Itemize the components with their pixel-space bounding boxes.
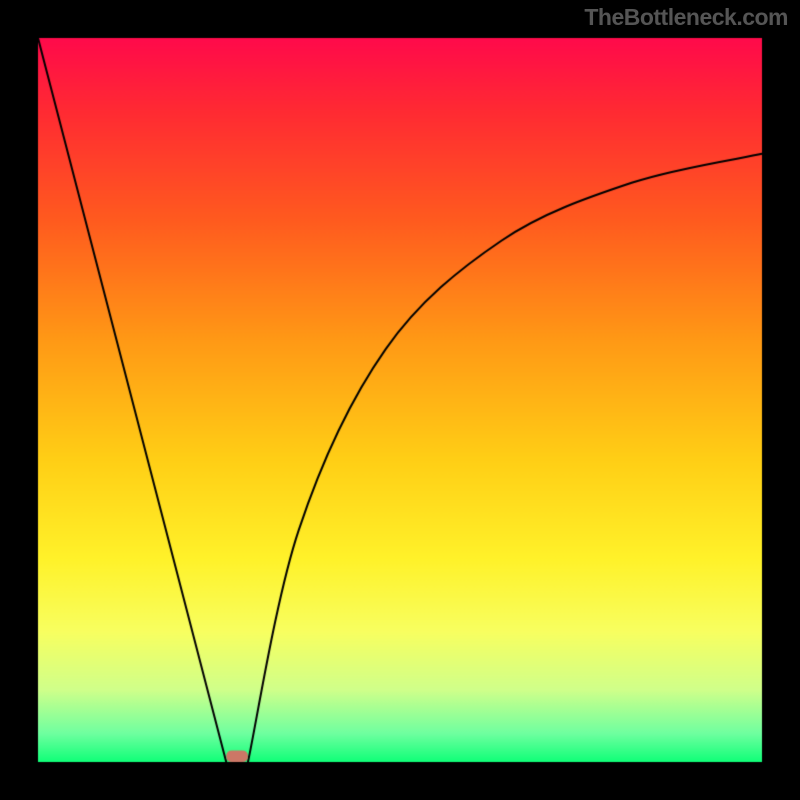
watermark-text: TheBottleneck.com: [584, 4, 788, 31]
bottleneck-chart-canvas: [0, 0, 800, 800]
chart-root: TheBottleneck.com: [0, 0, 800, 800]
